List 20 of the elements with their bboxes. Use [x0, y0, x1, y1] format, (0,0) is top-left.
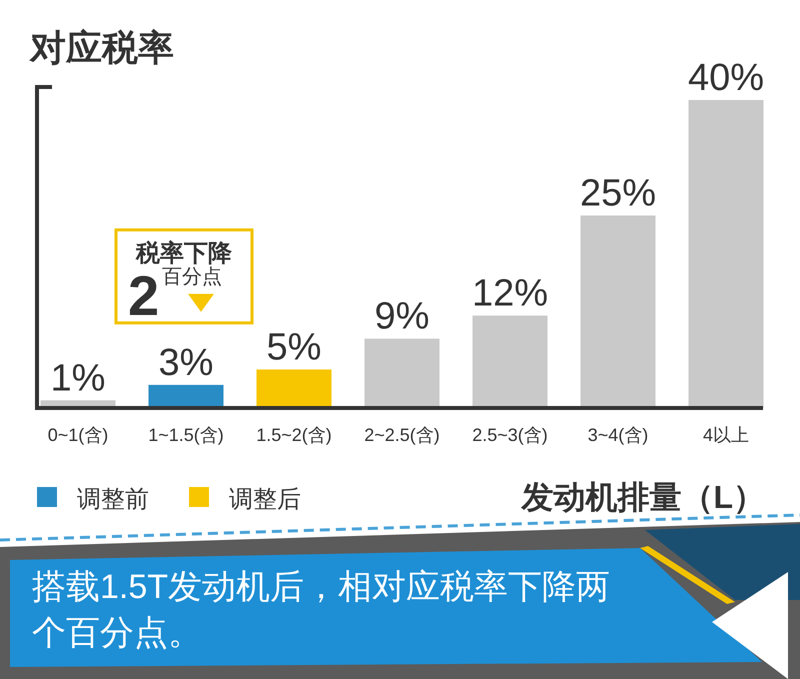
- data-label: 25%: [580, 172, 656, 214]
- annotation: 税率下降: [136, 240, 232, 267]
- x-tick-label: 2.5~3(含): [472, 425, 548, 445]
- data-label: 12%: [472, 272, 548, 315]
- x-tick-label: 0~1(含): [48, 425, 108, 445]
- data-label: 3%: [158, 342, 214, 384]
- legend-label: 调整前: [77, 486, 149, 513]
- data-label: 1%: [50, 357, 106, 400]
- caption: 搭载1.5T发动机后，相对应税率下降两个百分点。: [32, 568, 610, 652]
- data-label: 5%: [266, 326, 322, 368]
- legend-label: 调整后: [229, 486, 301, 513]
- x-tick-label: 4以上: [703, 425, 749, 445]
- x-tick-label: 1~1.5(含): [148, 425, 224, 445]
- x-tick-label: 2~2.5(含): [364, 425, 440, 445]
- x-tick-label: 1.5~2(含): [256, 425, 332, 445]
- x-tick-label: 3~4(含): [588, 425, 648, 445]
- data-label: 9%: [374, 296, 430, 338]
- xlabel: 发动机排量（L）: [521, 479, 765, 515]
- title: 对应税率: [30, 27, 174, 68]
- data-label: 40%: [688, 57, 764, 99]
